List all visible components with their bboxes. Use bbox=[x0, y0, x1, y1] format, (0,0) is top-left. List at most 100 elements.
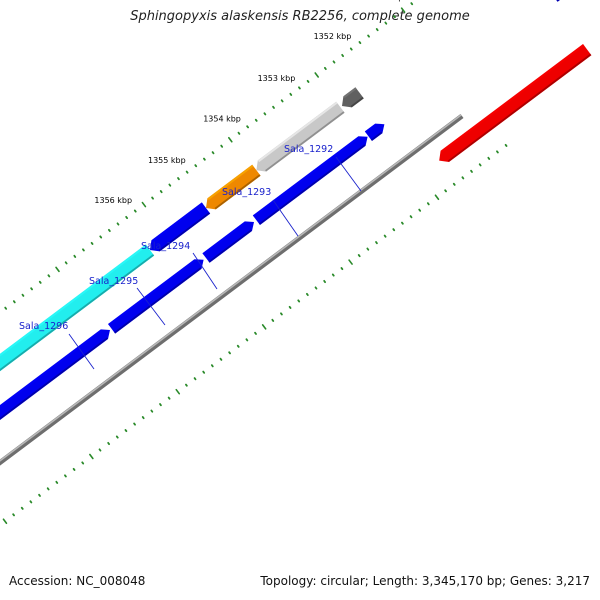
backbone-highlight bbox=[0, 114, 462, 462]
minor-tick bbox=[82, 248, 85, 252]
minor-tick bbox=[254, 331, 257, 335]
minor-tick bbox=[46, 487, 50, 491]
minor-tick bbox=[202, 370, 206, 374]
gene-sala-1295-body bbox=[150, 202, 211, 252]
gene-sala-1293[interactable] bbox=[256, 101, 345, 172]
gene-leader-line bbox=[272, 199, 299, 237]
minor-tick bbox=[452, 182, 456, 186]
minor-tick bbox=[323, 66, 327, 71]
minor-tick bbox=[220, 144, 224, 148]
kbp-label-1352: 1352 kbp bbox=[314, 32, 352, 41]
minor-tick bbox=[203, 157, 206, 161]
gene-inner-3[interactable] bbox=[202, 221, 254, 263]
gene-leader-line bbox=[136, 287, 166, 326]
minor-tick bbox=[297, 299, 301, 303]
minor-tick bbox=[177, 177, 180, 181]
minor-tick bbox=[263, 112, 267, 116]
minor-tick bbox=[237, 131, 241, 135]
gene-inner-2-shadow bbox=[114, 267, 202, 334]
minor-tick bbox=[115, 435, 119, 439]
minor-tick bbox=[393, 15, 396, 19]
minor-tick bbox=[159, 403, 162, 407]
minor-tick bbox=[306, 79, 310, 83]
minor-tick bbox=[271, 318, 275, 322]
major-tick bbox=[2, 518, 8, 525]
minor-tick bbox=[193, 377, 197, 381]
gene-sala-1296[interactable] bbox=[0, 244, 155, 386]
kbp-label-1353: 1353 kbp bbox=[258, 74, 296, 83]
gene-inner-2-body bbox=[108, 259, 204, 334]
minor-tick bbox=[167, 396, 171, 400]
gene-inner-4[interactable] bbox=[252, 136, 368, 225]
gene-sala-1294-shadow bbox=[214, 174, 261, 210]
minor-tick bbox=[305, 292, 309, 297]
gene-inner-1-shadow bbox=[0, 337, 108, 420]
kbp-label-1355: 1355 kbp bbox=[148, 156, 186, 165]
minor-tick bbox=[47, 274, 51, 278]
minor-tick bbox=[375, 241, 378, 245]
minor-tick bbox=[280, 99, 284, 103]
minor-tick bbox=[461, 176, 465, 180]
gene-inner-5-body bbox=[364, 123, 385, 141]
minor-tick bbox=[64, 474, 67, 478]
minor-tick bbox=[478, 163, 482, 167]
gene-inner-1[interactable] bbox=[0, 329, 110, 448]
minor-tick bbox=[90, 241, 94, 245]
minor-tick bbox=[410, 2, 414, 6]
minor-tick bbox=[107, 441, 111, 446]
gene-label-sala-1293[interactable]: Sala_1293 bbox=[222, 187, 271, 198]
gene-inner-2[interactable] bbox=[108, 259, 204, 334]
gene-inner-6-body bbox=[556, 0, 560, 2]
major-tick bbox=[175, 388, 181, 395]
minor-tick bbox=[332, 60, 336, 64]
gene-sala-1293-body bbox=[256, 101, 345, 172]
minor-tick bbox=[323, 279, 327, 284]
map-title: Sphingopyxis alaskensis RB2256, complete… bbox=[130, 9, 470, 24]
minor-tick bbox=[366, 247, 370, 251]
gene-leader-line bbox=[335, 156, 362, 192]
minor-tick bbox=[418, 208, 422, 212]
gene-leader-line bbox=[192, 252, 218, 290]
major-tick bbox=[400, 7, 406, 13]
minor-tick bbox=[504, 143, 508, 147]
minor-tick bbox=[280, 312, 283, 316]
gene-sala-1292[interactable] bbox=[342, 87, 364, 108]
minor-tick bbox=[55, 480, 59, 484]
gene-sala-1295-shadow bbox=[158, 212, 211, 252]
gene-sala-1294[interactable] bbox=[206, 164, 261, 210]
gene-inner-6[interactable] bbox=[550, 0, 577, 2]
minor-tick bbox=[38, 493, 41, 497]
minor-tick bbox=[194, 164, 198, 168]
gene-sala-1295[interactable] bbox=[150, 202, 211, 252]
minor-tick bbox=[272, 105, 275, 109]
gene-inner-5-highlight bbox=[364, 123, 377, 134]
major-tick bbox=[228, 136, 233, 143]
gene-reverse-red[interactable] bbox=[439, 44, 592, 162]
minor-tick bbox=[20, 506, 24, 510]
gene-sala-1296-highlight bbox=[0, 244, 148, 357]
gene-inner-5[interactable] bbox=[364, 123, 385, 141]
gene-label-sala-1292[interactable]: Sala_1292 bbox=[284, 144, 333, 155]
major-tick bbox=[55, 266, 60, 273]
gene-sala-1294-highlight bbox=[207, 164, 254, 200]
minor-tick bbox=[151, 196, 154, 200]
gene-label-sala-1296[interactable]: Sala_1296 bbox=[19, 321, 68, 332]
major-tick bbox=[261, 324, 267, 330]
minor-tick bbox=[487, 156, 491, 160]
minor-tick bbox=[124, 429, 128, 433]
gene-sala-1293-highlight bbox=[257, 101, 338, 163]
minor-tick bbox=[357, 254, 361, 258]
gene-reverse-red-highlight bbox=[440, 44, 585, 153]
minor-tick bbox=[392, 228, 396, 232]
gene-label-sala-1294[interactable]: Sala_1294 bbox=[141, 241, 190, 252]
minor-tick bbox=[73, 254, 77, 258]
minor-tick bbox=[125, 215, 129, 220]
gene-inner-3-highlight bbox=[202, 221, 247, 255]
minor-tick bbox=[219, 357, 223, 361]
gene-inner-5-shadow bbox=[370, 131, 383, 141]
minor-tick bbox=[150, 409, 154, 413]
gene-reverse-red-body bbox=[439, 44, 592, 162]
major-tick bbox=[434, 194, 440, 201]
gene-label-sala-1295[interactable]: Sala_1295 bbox=[89, 276, 138, 287]
